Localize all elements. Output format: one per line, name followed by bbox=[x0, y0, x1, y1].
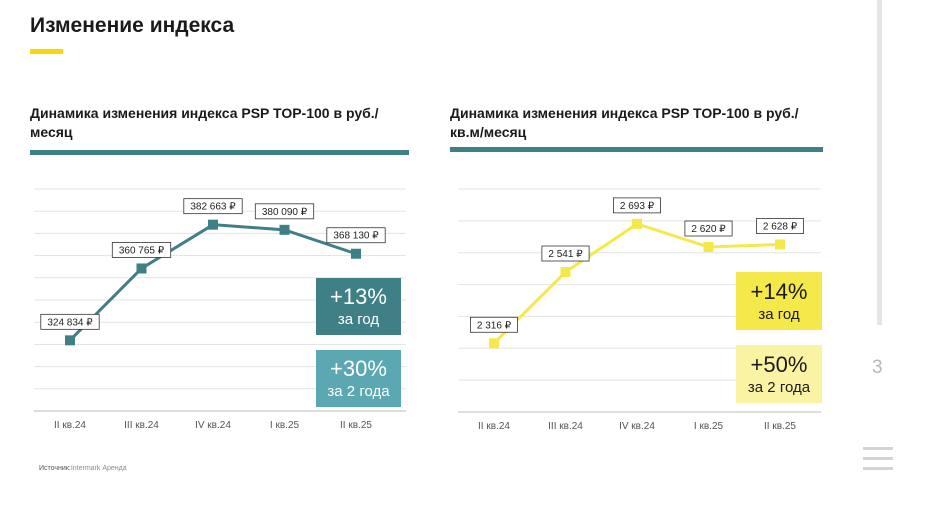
chart-2-title: Динамика изменения индекса PSP TOP-100 в… bbox=[450, 105, 799, 140]
chart-2-point bbox=[632, 218, 642, 229]
chart-2-x-tick-label: IV кв.24 bbox=[619, 421, 655, 432]
chart-1-badge-year: +13% за год bbox=[316, 278, 401, 335]
chart-2-data-label: 2 316 ₽ bbox=[477, 320, 512, 331]
chart-1-data-label: 324 834 ₽ bbox=[47, 317, 93, 328]
chart-2-point bbox=[775, 239, 785, 250]
chart-1-badge-2years: +30% за 2 года bbox=[316, 350, 401, 407]
chart-2-data-label: 2 620 ₽ bbox=[691, 224, 726, 235]
chart-2-data-label: 2 628 ₽ bbox=[763, 221, 798, 232]
chart-1-point bbox=[279, 224, 290, 235]
chart-2-data-label-box bbox=[684, 220, 733, 237]
source-label: Источник: bbox=[39, 465, 71, 472]
chart-2-x-tick-label: I кв.25 bbox=[694, 421, 724, 432]
chart-1-data-label: 380 090 ₽ bbox=[262, 207, 308, 218]
chart-2-point bbox=[703, 242, 714, 252]
menu-icon[interactable] bbox=[863, 447, 893, 477]
chart-1-heading-rule bbox=[30, 150, 409, 155]
source-value: Intermark Аренда bbox=[70, 465, 127, 472]
chart-2-point bbox=[560, 267, 571, 278]
chart-2-x-tick-label: III кв.24 bbox=[548, 421, 583, 432]
chart-2-badge-year-period: за год bbox=[758, 305, 800, 323]
chart-1-x-tick-label: IV кв.24 bbox=[195, 420, 231, 431]
chart-1-data-label-box bbox=[183, 198, 243, 215]
chart-2-badge-2years: +50% за 2 года bbox=[736, 345, 822, 403]
chart-1-x-tick-label: II кв.24 bbox=[54, 420, 86, 431]
chart-2-heading-rule bbox=[450, 147, 823, 152]
chart-1-badge-2years-value: +30% bbox=[330, 356, 387, 381]
chart-2-badge-2years-period: за 2 года bbox=[747, 378, 811, 396]
chart-1-data-label-box bbox=[326, 227, 386, 244]
chart-2-badge-year-value: +14% bbox=[750, 278, 808, 304]
chart-1-title: Динамика изменения индекса PSP TOP-100 в… bbox=[30, 105, 379, 140]
chart-2-data-label-box bbox=[469, 316, 518, 333]
chart-1-data-label: 382 663 ₽ bbox=[190, 202, 236, 213]
page-number: 3 bbox=[872, 357, 883, 378]
chart-1-data-label-box bbox=[254, 203, 315, 220]
chart-1-x-tick-label: II кв.25 bbox=[340, 420, 372, 431]
page-title: Изменение индекса bbox=[30, 14, 235, 37]
chart-2-data-label: 2 541 ₽ bbox=[548, 249, 583, 260]
title-accent-bar bbox=[30, 49, 63, 54]
chart-1-data-label-box bbox=[111, 242, 172, 258]
chart-1-data-label-box bbox=[40, 313, 100, 330]
chart-1-badge-year-period: за год bbox=[337, 311, 380, 328]
chart-2-data-label-box bbox=[541, 245, 590, 262]
chart-2-data-label-box bbox=[756, 218, 805, 234]
chart-1-point bbox=[65, 335, 75, 346]
chart-1-x-tick-label: III кв.24 bbox=[124, 420, 159, 431]
chart-1-data-label: 360 765 ₽ bbox=[119, 245, 165, 256]
chart-2-data-label-box bbox=[613, 197, 662, 214]
chart-2-x-tick-label: II кв.25 bbox=[764, 421, 796, 432]
chart-2-badge-2years-value: +50% bbox=[750, 351, 808, 377]
chart-2-data-label: 2 693 ₽ bbox=[620, 201, 655, 212]
chart-1-point bbox=[208, 219, 218, 230]
chart-2-x-tick-label: II кв.24 bbox=[478, 421, 510, 432]
chart-1-badge-year-value: +13% bbox=[330, 284, 387, 309]
chart-2-point bbox=[489, 338, 499, 349]
chart-1-x-tick-label: I кв.25 bbox=[270, 420, 300, 431]
chart-1-badge-2years-period: за 2 года bbox=[327, 383, 390, 400]
source-note: Источник:Intermark Аренда bbox=[39, 465, 127, 472]
chart-1-point bbox=[351, 248, 361, 259]
chart-2-badge-year: +14% за год bbox=[736, 272, 822, 330]
chart-1-data-label: 368 130 ₽ bbox=[333, 231, 379, 242]
chart-1-point bbox=[136, 263, 147, 274]
right-edge-bar bbox=[877, 0, 882, 325]
